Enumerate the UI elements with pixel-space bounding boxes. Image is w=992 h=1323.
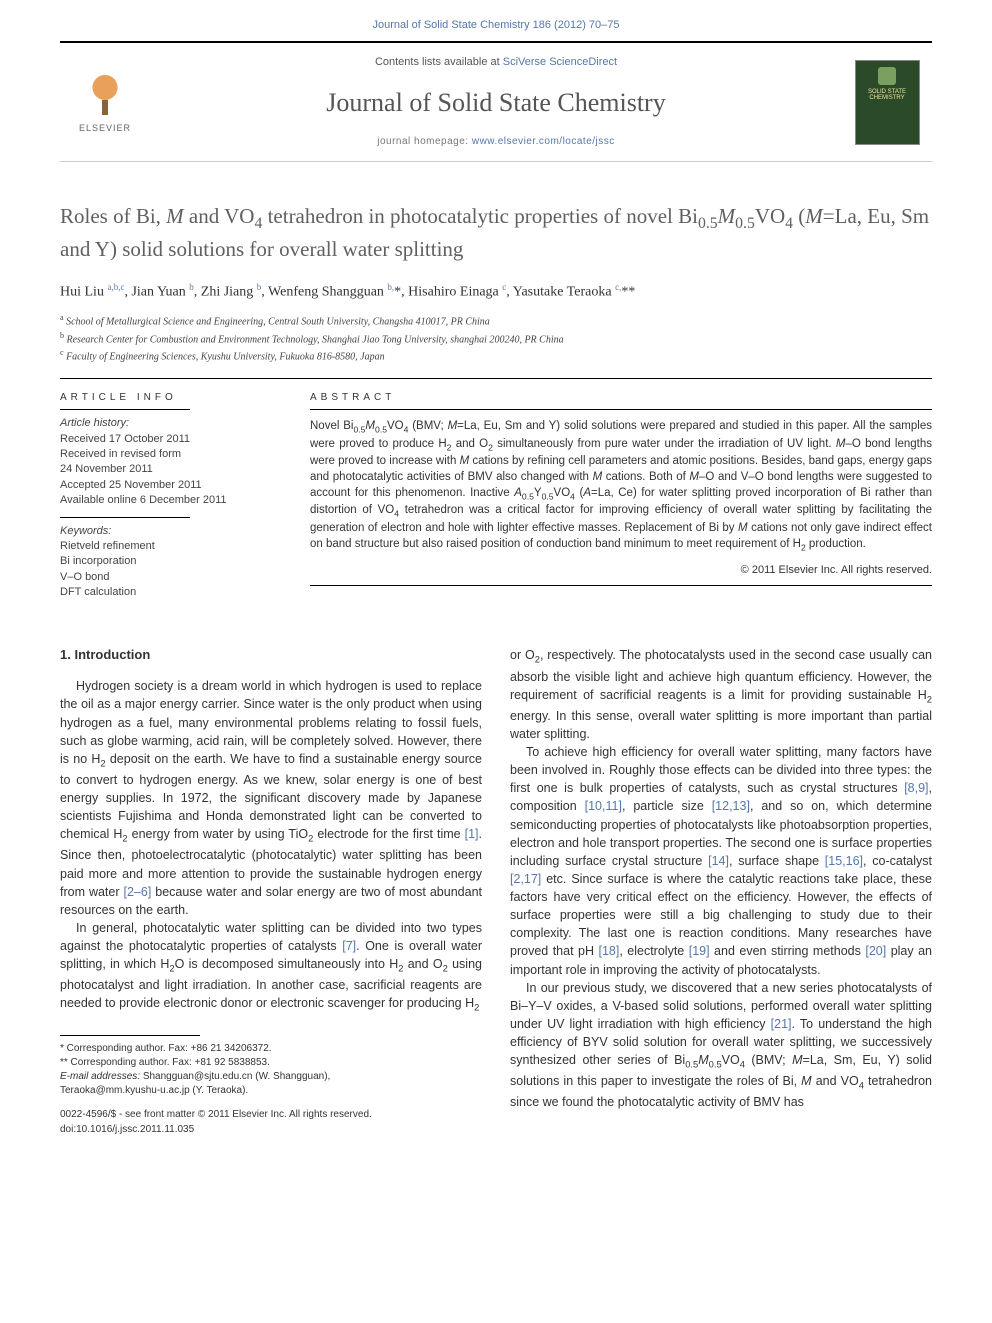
elsevier-tree-icon [80, 70, 130, 120]
front-matter-line: 0022-4596/$ - see front matter © 2011 El… [60, 1108, 482, 1123]
paragraph: Hydrogen society is a dream world in whi… [60, 677, 482, 919]
keywords-block: Keywords: Rietveld refinement Bi incorpo… [60, 524, 280, 601]
two-column-body: 1. Introduction Hydrogen society is a dr… [60, 646, 932, 1137]
keywords-label: Keywords: [60, 524, 280, 539]
article-history: Article history: Received 17 October 201… [60, 416, 280, 508]
corr-author-note: ** Corresponding author. Fax: +81 92 583… [60, 1056, 482, 1070]
journal-name: Journal of Solid State Chemistry [150, 85, 842, 121]
paragraph: In our previous study, we discovered tha… [510, 979, 932, 1112]
history-line: 24 November 2011 [60, 462, 280, 477]
footnote-rule [60, 1035, 200, 1036]
affiliation: c Faculty of Engineering Sciences, Kyush… [60, 347, 932, 364]
affiliation: a School of Metallurgical Science and En… [60, 312, 932, 329]
cover-text: SOLID STATE CHEMISTRY [856, 89, 919, 102]
rule [60, 378, 932, 379]
right-column: or O2, respectively. The photocatalysts … [510, 646, 932, 1137]
cover-badge-icon [878, 67, 896, 85]
banner-center: Contents lists available at SciVerse Sci… [150, 43, 842, 161]
doi-line: doi:10.1016/j.jssc.2011.11.035 [60, 1123, 482, 1138]
rule [60, 517, 190, 518]
email-line: Teraoka@mm.kyushu-u.ac.jp (Y. Teraoka). [60, 1084, 482, 1098]
publisher-logo-box: ELSEVIER [60, 43, 150, 161]
keyword: Bi incorporation [60, 554, 280, 569]
cover-thumb-box: SOLID STATE CHEMISTRY [842, 43, 932, 161]
paragraph: or O2, respectively. The photocatalysts … [510, 646, 932, 743]
article-title: Roles of Bi, M and VO4 tetrahedron in ph… [60, 202, 932, 263]
keyword: Rietveld refinement [60, 539, 280, 554]
article-info-column: ARTICLE INFO Article history: Received 1… [60, 391, 280, 600]
footnotes: * Corresponding author. Fax: +86 21 3420… [60, 1042, 482, 1098]
history-label: Article history: [60, 416, 280, 431]
rule [60, 409, 190, 410]
history-line: Received 17 October 2011 [60, 432, 280, 447]
section-heading: 1. Introduction [60, 646, 482, 665]
homepage-prefix: journal homepage: [377, 136, 472, 147]
abstract-column: ABSTRACT Novel Bi0.5M0.5VO4 (BMV; M=La, … [310, 391, 932, 600]
keyword: DFT calculation [60, 585, 280, 600]
history-line: Received in revised form [60, 447, 280, 462]
keyword: V–O bond [60, 570, 280, 585]
paragraph: In general, photocatalytic water splitti… [60, 919, 482, 1016]
journal-cover-icon: SOLID STATE CHEMISTRY [855, 60, 920, 145]
abstract-text: Novel Bi0.5M0.5VO4 (BMV; M=La, Eu, Sm an… [310, 418, 932, 553]
article-info-heading: ARTICLE INFO [60, 391, 280, 405]
rule [310, 585, 932, 586]
contents-available-line: Contents lists available at SciVerse Sci… [150, 55, 842, 70]
homepage-line: journal homepage: www.elsevier.com/locat… [150, 135, 842, 149]
affiliation-list: a School of Metallurgical Science and En… [60, 312, 932, 364]
affiliation: b Research Center for Combustion and Env… [60, 330, 932, 347]
journal-banner: ELSEVIER Contents lists available at Sci… [60, 41, 932, 162]
elsevier-logo: ELSEVIER [70, 62, 140, 142]
history-line: Accepted 25 November 2011 [60, 478, 280, 493]
publisher-name: ELSEVIER [79, 122, 131, 135]
contents-prefix: Contents lists available at [375, 56, 503, 68]
running-head: Journal of Solid State Chemistry 186 (20… [0, 0, 992, 41]
info-abstract-row: ARTICLE INFO Article history: Received 1… [60, 391, 932, 600]
sciencedirect-link[interactable]: SciVerse ScienceDirect [503, 56, 617, 68]
history-line: Available online 6 December 2011 [60, 493, 280, 508]
author-list: Hui Liu a,b,c, Jian Yuan b, Zhi Jiang b,… [60, 281, 932, 302]
rule [310, 409, 932, 410]
article-body: Roles of Bi, M and VO4 tetrahedron in ph… [60, 202, 932, 1137]
left-column: 1. Introduction Hydrogen society is a dr… [60, 646, 482, 1137]
email-line: E-mail addresses: Shangguan@sjtu.edu.cn … [60, 1070, 482, 1084]
abstract-heading: ABSTRACT [310, 391, 932, 405]
homepage-link[interactable]: www.elsevier.com/locate/jssc [472, 136, 615, 147]
abstract-copyright: © 2011 Elsevier Inc. All rights reserved… [310, 563, 932, 578]
corr-author-note: * Corresponding author. Fax: +86 21 3420… [60, 1042, 482, 1056]
paragraph: To achieve high efficiency for overall w… [510, 743, 932, 979]
